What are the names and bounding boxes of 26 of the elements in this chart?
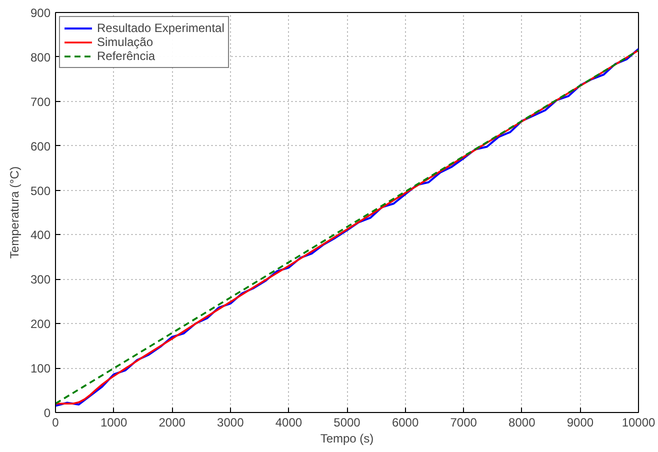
x-tick-label: 1000 — [100, 416, 128, 430]
y-tick-label: 700 — [30, 94, 51, 109]
x-tick-label: 10000 — [622, 416, 656, 430]
y-tick-label: 200 — [30, 317, 51, 332]
legend-label: Simulação — [97, 35, 154, 49]
y-tick-label: 0 — [44, 406, 51, 420]
y-tick-label: 500 — [30, 184, 51, 198]
x-tick-label: 0 — [52, 416, 60, 430]
x-tick-label: 5000 — [334, 416, 361, 430]
x-tick-label: 9000 — [566, 416, 594, 430]
y-axis-title: Temperatura (°C) — [7, 166, 22, 259]
x-tick-label: 7000 — [450, 416, 478, 430]
x-tick-label: 8000 — [508, 416, 536, 430]
y-tick-label: 400 — [30, 228, 51, 242]
y-tick-label: 100 — [30, 362, 51, 376]
legend-label: Referência — [97, 49, 156, 63]
y-tick-label: 600 — [30, 139, 51, 154]
x-axis-title: Tempo (s) — [320, 432, 374, 446]
x-tick-label: 2000 — [158, 416, 186, 430]
legend-label: Resultado Experimental — [97, 21, 224, 35]
x-tick-label: 6000 — [392, 416, 419, 430]
y-tick-label: 300 — [30, 272, 51, 287]
x-tick-label: 3000 — [217, 416, 244, 430]
y-tick-label: 800 — [30, 50, 51, 64]
y-tick-label: 900 — [30, 6, 51, 20]
x-tick-label: 4000 — [275, 416, 302, 430]
